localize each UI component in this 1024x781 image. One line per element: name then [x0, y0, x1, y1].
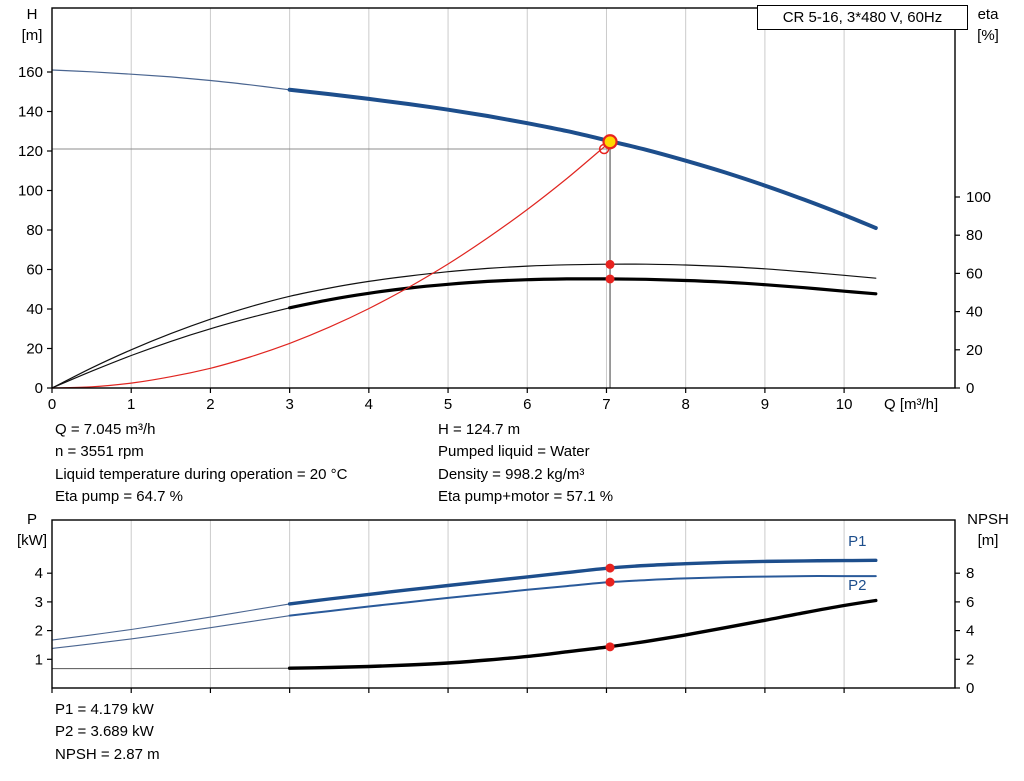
x-tick-label: 4 — [365, 396, 373, 413]
series-eta-pump-motor-curve — [288, 277, 878, 310]
x-axis-label: Q [m³/h] — [884, 396, 938, 413]
x-tick-label: 2 — [206, 396, 214, 413]
head-axis-symbol: H — [26, 6, 38, 23]
x-tick-label: 0 — [48, 396, 56, 413]
series-h-curve-thin — [51, 69, 291, 91]
npsh-axis-unit: [m] — [977, 532, 999, 549]
series-p2-thin — [51, 615, 291, 649]
info-line-density: Density = 998.2 kg/m³ — [438, 465, 585, 483]
x-tick-label: 9 — [761, 396, 769, 413]
power-info-block: P1 = 4.179 kW P2 = 3.689 kW NPSH = 2.87 … — [55, 699, 160, 766]
y-right-tick-label: 0 — [966, 680, 974, 697]
duty-dot-marker — [605, 259, 615, 269]
duty-info-left: Q = 7.045 m³/h n = 3551 rpm Liquid tempe… — [55, 419, 347, 509]
head-axis-label: H [m] — [10, 4, 54, 46]
y-right-tick-label: 8 — [966, 565, 974, 582]
info-line-eta-total: Eta pump+motor = 57.1 % — [438, 488, 614, 506]
y-right-tick-label: 0 — [966, 380, 974, 397]
y-left-tick-label: 40 — [26, 301, 43, 318]
series-label-p1: P1 — [848, 533, 866, 550]
info-line-h: H = 124.7 m — [438, 421, 521, 438]
y-right-tick-label: 6 — [966, 594, 974, 611]
x-tick-label: 1 — [127, 396, 135, 413]
power-axis-symbol: P — [26, 511, 37, 528]
x-tick-label: 3 — [285, 396, 293, 413]
y-left-tick-label: 60 — [26, 262, 43, 279]
series-system-curve — [51, 140, 612, 389]
power-axis-unit: [kW] — [17, 532, 47, 549]
npsh-axis-label: NPSH [m] — [958, 509, 1018, 551]
info-line-p1: P1 = 4.179 kW — [55, 701, 154, 718]
y-left-tick-label: 20 — [26, 341, 43, 358]
series-label-p2: P2 — [848, 577, 866, 594]
y-left-tick-label: 120 — [18, 143, 43, 160]
y-left-tick-label: 3 — [35, 594, 43, 611]
y-left-tick-label: 80 — [26, 222, 43, 239]
series-p1-thin — [51, 603, 291, 641]
y-right-tick-label: 60 — [966, 265, 983, 282]
qh-eta-chart-svg: 0 20 40 60 80 100 120 140 160 0 20 40 60 80 100 0 1 2 3 4 5 6… — [18, 7, 991, 413]
info-line-eta-pump: Eta pump = 64.7 % — [55, 488, 183, 506]
power-npsh-chart-svg: 1 2 3 4 0 2 4 6 8 P1 P2 — [35, 519, 974, 697]
y-right-tick-label: 100 — [966, 189, 991, 206]
y-left-tick-label: 4 — [35, 565, 43, 582]
info-line-temperature: Liquid temperature during operation = 20… — [55, 465, 348, 483]
info-line-n: n = 3551 rpm — [55, 443, 144, 461]
plot-border — [51, 519, 956, 689]
power-axis-label: P [kW] — [8, 509, 56, 551]
y-left-tick-label: 1 — [35, 651, 43, 668]
x-tick-label: 8 — [682, 396, 690, 413]
info-line-q: Q = 7.045 m³/h — [55, 421, 156, 438]
head-axis-unit: [m] — [21, 27, 43, 44]
x-tick-label: 5 — [444, 396, 452, 413]
y-right-tick-label: 20 — [966, 342, 983, 359]
series-h-curve — [287, 87, 878, 230]
info-line-liquid: Pumped liquid = Water — [438, 443, 590, 461]
eta-axis-unit: [%] — [977, 27, 999, 44]
series-p2-curve — [288, 575, 877, 617]
y-right-tick-label: 80 — [966, 227, 983, 244]
y-left-tick-label: 140 — [18, 104, 43, 121]
series-eta-pump-motor-thin — [51, 307, 291, 389]
npsh-axis-symbol: NPSH — [967, 511, 1009, 528]
series-eta-pump-curve — [51, 263, 877, 389]
y-left-tick-label: 100 — [18, 183, 43, 200]
info-line-npsh: NPSH = 2.87 m — [55, 745, 160, 763]
info-line-p2: P2 = 3.689 kW — [55, 723, 154, 741]
eta-axis-symbol: eta — [977, 6, 999, 23]
duty-dot-marker — [605, 577, 615, 587]
x-tick-label: 10 — [836, 396, 853, 413]
series-p1-curve — [287, 558, 878, 606]
plot-border — [51, 7, 956, 389]
y-right-tick-label: 2 — [966, 651, 974, 668]
y-left-tick-label: 0 — [35, 380, 43, 397]
y-left-tick-label: 160 — [18, 64, 43, 81]
pump-model-title: CR 5-16, 3*480 V, 60Hz — [757, 5, 968, 30]
series-npsh-curve — [287, 598, 878, 670]
duty-dot-marker — [605, 563, 615, 573]
x-tick-label: 7 — [602, 396, 610, 413]
duty-dot-marker — [605, 274, 615, 284]
duty-point-marker — [602, 134, 618, 150]
duty-info-right: H = 124.7 m Pumped liquid = Water Densit… — [438, 419, 613, 509]
y-right-tick-label: 4 — [966, 623, 974, 640]
duty-dot-marker — [605, 642, 615, 652]
y-right-tick-label: 40 — [966, 304, 983, 321]
x-tick-label: 6 — [523, 396, 531, 413]
y-left-tick-label: 2 — [35, 623, 43, 640]
eta-axis-label: eta [%] — [964, 4, 1012, 46]
